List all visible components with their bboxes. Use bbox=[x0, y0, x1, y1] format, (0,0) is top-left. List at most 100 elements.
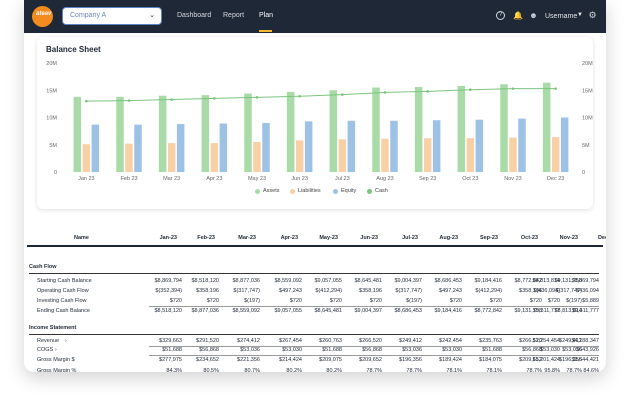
point-cash[interactable] bbox=[426, 90, 429, 93]
bar-liabilities[interactable] bbox=[338, 139, 347, 172]
bar-liabilities[interactable] bbox=[125, 143, 133, 172]
chevron-down-icon[interactable]: ▼ bbox=[577, 12, 583, 18]
table-cell: $51,688 bbox=[322, 347, 342, 353]
legend-cash[interactable]: Cash bbox=[375, 188, 388, 194]
bar-assets[interactable] bbox=[244, 93, 252, 172]
bar-assets[interactable] bbox=[414, 86, 423, 172]
bar-equity[interactable] bbox=[390, 120, 398, 172]
point-cash[interactable] bbox=[554, 87, 557, 90]
nav-plan[interactable]: Plan bbox=[259, 12, 274, 19]
point-cash[interactable] bbox=[255, 96, 259, 99]
bar-equity[interactable] bbox=[91, 124, 100, 172]
bar-equity[interactable] bbox=[134, 124, 142, 172]
bar-assets[interactable] bbox=[329, 90, 338, 172]
table-cell: $8,877,036 bbox=[232, 278, 260, 284]
point-cash[interactable] bbox=[298, 94, 301, 98]
table-cell: $(412,294) bbox=[475, 288, 502, 294]
x-tick-label: Dec 23 bbox=[547, 176, 564, 182]
nav-dashboard[interactable]: Dashboard bbox=[177, 12, 212, 19]
table-cell: $9,004,397 bbox=[394, 278, 422, 284]
table-cell: $720 bbox=[289, 298, 302, 304]
company-select[interactable]: Company A ⌄ bbox=[62, 7, 162, 25]
chevron-right-icon[interactable]: › bbox=[65, 338, 67, 344]
bar-liabilities[interactable] bbox=[509, 137, 517, 172]
bar-assets[interactable] bbox=[201, 95, 210, 172]
table-cell: $221,356 bbox=[237, 357, 260, 363]
logo[interactable] bbox=[32, 6, 53, 27]
point-cash[interactable] bbox=[383, 91, 387, 94]
balance-sheet-card: Balance Sheet 0 0 5M 5M 10M 10M 15M 15M 20M 20M Ja… bbox=[37, 37, 593, 209]
column-header: Apr-23 bbox=[280, 235, 298, 241]
username-label[interactable]: Username bbox=[545, 13, 578, 20]
column-header: Mar-23 bbox=[238, 235, 256, 241]
column-header: Jun-23 bbox=[360, 235, 378, 241]
legend-equity[interactable]: Equity bbox=[341, 188, 357, 194]
table-cell: $4,188,347 bbox=[571, 338, 599, 344]
gear-icon[interactable]: ⚙ bbox=[588, 10, 597, 20]
table-cell: $(317,747) bbox=[555, 288, 582, 294]
bar-equity[interactable] bbox=[219, 123, 228, 172]
bar-assets[interactable] bbox=[457, 85, 466, 172]
table-cell: $56,868 bbox=[362, 347, 382, 353]
bar-liabilities[interactable] bbox=[210, 143, 219, 172]
column-header: May-23 bbox=[319, 235, 338, 241]
point-cash[interactable] bbox=[511, 87, 515, 90]
bar-assets[interactable] bbox=[116, 96, 124, 172]
section-title: Cash Flow bbox=[29, 264, 57, 270]
point-cash[interactable] bbox=[170, 98, 173, 101]
bar-liabilities[interactable] bbox=[167, 143, 176, 172]
point-cash[interactable] bbox=[469, 88, 472, 92]
user-icon[interactable]: ☻ bbox=[529, 11, 538, 20]
column-header: Jul-23 bbox=[402, 235, 418, 241]
table-cell: $(412,294) bbox=[315, 288, 342, 294]
bar-liabilities[interactable] bbox=[253, 142, 261, 172]
table-cell: $643,926 bbox=[576, 347, 599, 353]
point-cash[interactable] bbox=[127, 99, 131, 102]
bar-liabilities[interactable] bbox=[381, 138, 389, 172]
point-cash[interactable] bbox=[213, 97, 216, 100]
bar-equity[interactable] bbox=[262, 122, 270, 172]
bar-equity[interactable] bbox=[518, 118, 526, 172]
table-cell: $249,412 bbox=[559, 338, 582, 344]
bar-equity[interactable] bbox=[475, 119, 484, 172]
table-cell: $9,311,777 bbox=[571, 308, 599, 314]
table-cell: $53,030 bbox=[540, 347, 560, 353]
table-cell: $(436,094) bbox=[533, 288, 560, 294]
legend-assets[interactable]: Assets bbox=[263, 188, 280, 194]
chevron-right-icon[interactable]: › bbox=[55, 347, 57, 353]
nav-report[interactable]: Report bbox=[223, 12, 245, 19]
bell-icon[interactable]: 🔔 bbox=[513, 11, 523, 20]
table-cell: $53,036 bbox=[240, 347, 260, 353]
bar-liabilities[interactable] bbox=[423, 138, 432, 172]
point-cash[interactable] bbox=[85, 99, 88, 103]
table-cell: $53,036 bbox=[562, 347, 582, 353]
bar-equity[interactable] bbox=[176, 124, 185, 172]
table-cell: 80.5% bbox=[203, 368, 219, 372]
table-cell: $8,813,814 bbox=[532, 278, 560, 284]
bar-liabilities[interactable] bbox=[466, 138, 475, 172]
bar-equity[interactable] bbox=[347, 120, 356, 172]
table-cell: $9,057,055 bbox=[314, 278, 342, 284]
bar-equity[interactable] bbox=[432, 120, 441, 172]
bar-liabilities[interactable] bbox=[82, 144, 91, 172]
row-label: Starting Cash Balance bbox=[37, 278, 92, 284]
bar-equity[interactable] bbox=[304, 121, 313, 172]
bar-assets[interactable] bbox=[286, 91, 295, 172]
legend-liabilities[interactable]: Liabilities bbox=[298, 188, 321, 194]
bar-assets[interactable] bbox=[500, 84, 508, 172]
bar-assets[interactable] bbox=[158, 95, 167, 172]
table-cell: $8,518,120 bbox=[154, 308, 182, 314]
bar-liabilities[interactable] bbox=[295, 140, 304, 172]
y-tick-label: 5M bbox=[582, 143, 590, 149]
bar-liabilities[interactable] bbox=[551, 137, 560, 172]
bar-equity[interactable] bbox=[560, 117, 569, 173]
table-cell: $720 bbox=[329, 298, 342, 304]
help-icon[interactable]: ? bbox=[496, 11, 505, 20]
table-cell: $53,030 bbox=[282, 347, 302, 353]
bar-assets[interactable] bbox=[73, 96, 82, 172]
subtotal-divider bbox=[149, 355, 599, 356]
bar-assets[interactable] bbox=[542, 82, 551, 172]
bar-assets[interactable] bbox=[372, 87, 380, 172]
x-tick-label: Nov 23 bbox=[504, 176, 521, 182]
point-cash[interactable] bbox=[341, 93, 344, 96]
